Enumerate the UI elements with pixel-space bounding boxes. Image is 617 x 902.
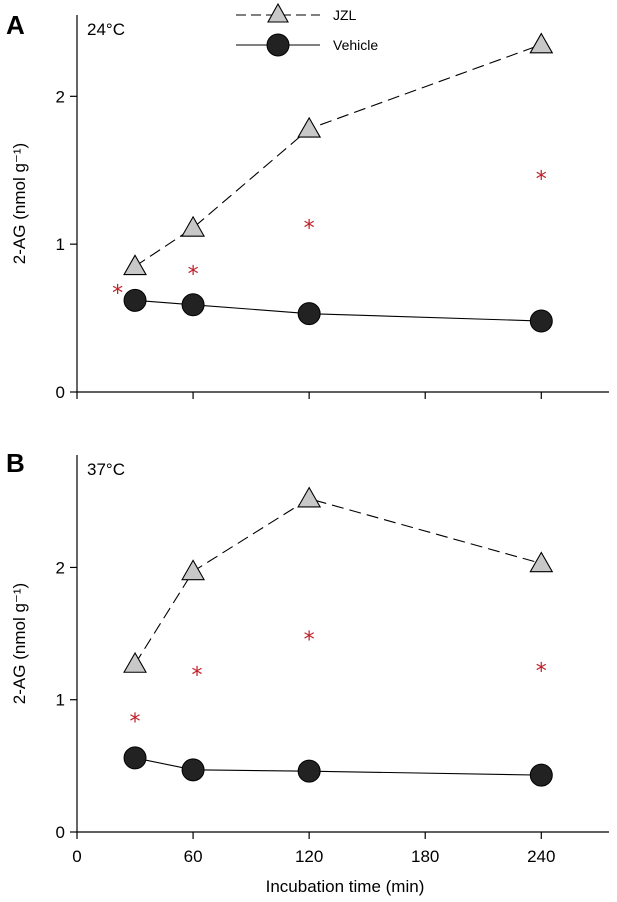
panel-letter-b: B <box>6 448 25 478</box>
panel-a-chart: 0 1 2 2-AG (nmol g⁻¹) 24°C * * * * <box>10 15 609 402</box>
panel-a-temperature-label: 24°C <box>87 20 125 39</box>
panel-b-vehicle-point <box>181 758 205 782</box>
legend-jzl-triangle-icon <box>267 2 289 23</box>
x-tick-label: 60 <box>184 847 203 866</box>
panel-a-vehicle-point <box>123 288 147 312</box>
x-tick-label: 180 <box>411 847 439 866</box>
panel-b-significance-star: * <box>191 664 202 689</box>
panel-b-y-tick-label: 1 <box>56 691 65 710</box>
panel-b-jzl-point <box>529 551 554 573</box>
legend-vehicle-circle-icon <box>266 33 290 57</box>
panel-a-significance-star: * <box>188 262 199 287</box>
panel-b-y-tick-label: 0 <box>56 823 65 842</box>
panel-a-vehicle-series-line <box>134 299 542 322</box>
panel-b-vehicle-point <box>529 763 553 787</box>
panel-a-y-tick-label: 2 <box>56 87 65 106</box>
panel-letter-a: A <box>6 10 25 40</box>
panel-b-temperature-label: 37°C <box>87 460 125 479</box>
panel-a-y-tick-label: 0 <box>56 383 65 402</box>
panel-b-y-axis-title: 2-AG (nmol g⁻¹) <box>10 583 29 704</box>
panel-a-y-axis-title: 2-AG (nmol g⁻¹) <box>10 143 29 264</box>
panel-a-jzl-point <box>297 116 322 138</box>
panel-a-significance-star: * <box>304 216 315 241</box>
panel-a-vehicle-point <box>181 293 205 317</box>
panel-a-jzl-point <box>529 32 554 54</box>
panel-b-vehicle-point <box>123 746 147 770</box>
x-axis-title: Incubation time (min) <box>266 877 425 896</box>
panel-a-jzl-series-line <box>134 44 542 267</box>
x-tick-label: 0 <box>72 847 81 866</box>
panel-a-y-tick-label: 1 <box>56 235 65 254</box>
panel-a-jzl-point <box>181 215 206 237</box>
panel-b-vehicle-series-line <box>134 757 542 776</box>
panel-b-jzl-point <box>123 651 147 673</box>
panel-a-vehicle-point <box>297 302 321 326</box>
panel-b-jzl-point <box>181 559 206 581</box>
panel-a-significance-star: * <box>112 282 123 307</box>
legend-jzl-label: JZL <box>333 7 357 23</box>
panel-b-y-tick-label: 2 <box>56 558 65 577</box>
panel-b-significance-star: * <box>304 628 315 653</box>
panel-a-significance-star: * <box>536 168 547 193</box>
panel-b-significance-star: * <box>130 710 141 735</box>
panel-b-vehicle-point <box>297 759 321 783</box>
legend: JZL Vehicle <box>236 2 378 57</box>
x-tick-label: 120 <box>295 847 323 866</box>
x-tick-label: 240 <box>527 847 555 866</box>
panel-b-jzl-point <box>297 486 322 508</box>
panel-a-vehicle-point <box>529 309 553 333</box>
panel-b-significance-star: * <box>536 660 547 685</box>
panel-b-jzl-series-line <box>134 498 542 665</box>
legend-vehicle-label: Vehicle <box>333 37 378 53</box>
panel-a-jzl-point <box>123 254 147 276</box>
